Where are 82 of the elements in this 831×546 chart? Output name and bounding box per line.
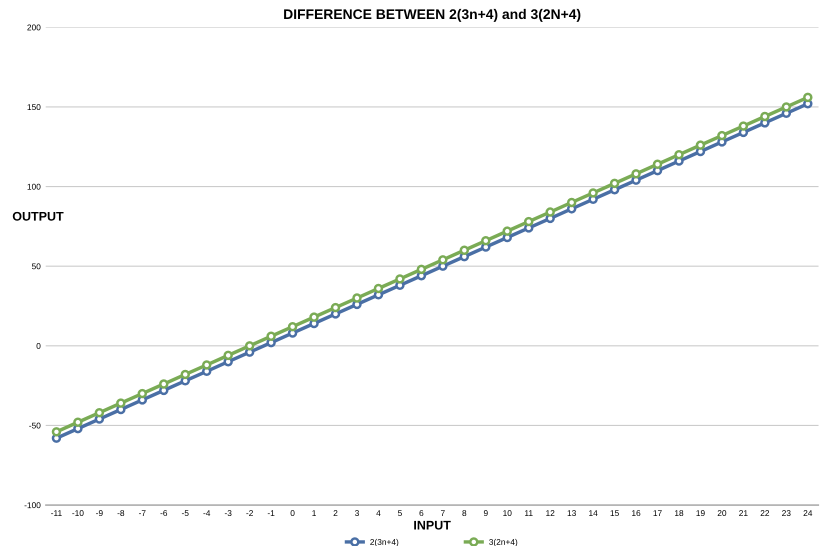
point — [782, 102, 792, 112]
x-tick-label: 2 — [334, 510, 338, 516]
point — [631, 169, 641, 179]
point — [266, 332, 276, 341]
point — [330, 302, 340, 312]
point — [116, 398, 126, 408]
x-tick-label: 6 — [419, 510, 424, 516]
x-tick-label: 8 — [462, 510, 466, 516]
x-tick-label: -6 — [160, 510, 168, 516]
point — [52, 427, 62, 437]
x-tick-label: -4 — [203, 510, 210, 516]
point — [138, 388, 148, 398]
x-tick-label: 19 — [696, 510, 705, 516]
point — [223, 350, 233, 360]
x-tick-label: 22 — [760, 510, 770, 516]
x-tick-label: 15 — [610, 510, 619, 516]
point — [717, 130, 727, 140]
point — [674, 150, 684, 160]
x-tick-label: -3 — [224, 510, 232, 516]
point — [73, 418, 83, 427]
x-tick-label: 7 — [440, 510, 445, 516]
point — [288, 322, 298, 332]
x-tick-label: 20 — [718, 510, 726, 516]
x-axis-title: INPUT — [414, 520, 451, 530]
point — [481, 236, 491, 246]
point — [159, 379, 168, 389]
point — [696, 140, 706, 150]
point — [395, 274, 405, 284]
chart-title: DIFFERENCE BETWEEN 2(3n+4) and 3(2N+4) — [284, 8, 580, 22]
point — [416, 264, 426, 274]
x-tick-label: 14 — [589, 510, 598, 516]
x-tick-label: 10 — [503, 510, 512, 516]
x-tick-label: 17 — [654, 510, 662, 516]
x-tick-label: -5 — [182, 510, 189, 516]
x-tick-label: 1 — [312, 510, 316, 516]
y-tick-label: 200 — [27, 24, 41, 30]
point — [652, 160, 662, 169]
point — [309, 312, 319, 322]
x-tick-label: 0 — [290, 510, 295, 516]
point — [760, 112, 770, 122]
point — [545, 207, 555, 217]
y-tick-label: 0 — [36, 343, 41, 349]
point — [610, 178, 620, 188]
point — [460, 246, 470, 255]
x-tick-label: 3 — [354, 510, 359, 516]
point — [352, 293, 362, 303]
point — [374, 284, 384, 294]
x-tick-label: 24 — [804, 510, 812, 516]
x-tick-label: 5 — [398, 510, 402, 516]
point — [180, 370, 190, 380]
y-tick-label: 150 — [28, 104, 41, 110]
x-tick-label: 11 — [525, 510, 533, 516]
point — [94, 408, 104, 418]
x-tick-label: 21 — [739, 510, 748, 516]
point — [438, 255, 448, 265]
point — [738, 121, 748, 131]
x-tick-label: -8 — [118, 510, 124, 516]
x-tick-label: -7 — [138, 510, 146, 516]
x-tick-label: 18 — [675, 510, 684, 516]
x-tick-label: 16 — [632, 510, 640, 516]
y-tick-label: -50 — [29, 422, 41, 429]
x-tick-label: 23 — [782, 510, 791, 516]
point — [502, 226, 512, 236]
point — [524, 216, 534, 226]
x-tick-label: 9 — [484, 510, 488, 516]
point — [202, 360, 212, 370]
point — [566, 198, 576, 208]
y-axis-title: OUTPUT — [12, 212, 64, 221]
x-tick-label: 13 — [568, 510, 576, 516]
x-tick-label: -9 — [96, 510, 103, 516]
x-tick-label: -2 — [246, 510, 253, 516]
point — [588, 188, 598, 198]
x-tick-label: 4 — [376, 510, 381, 516]
y-tick-label: -100 — [24, 502, 41, 508]
x-tick-label: 12 — [546, 510, 554, 516]
y-tick-label: 100 — [28, 184, 41, 190]
point — [803, 92, 813, 102]
x-tick-label: -1 — [268, 510, 274, 516]
y-tick-label: 50 — [32, 263, 41, 270]
x-tick-label: -11 — [51, 510, 62, 516]
x-tick-label: -10 — [72, 510, 84, 516]
point — [244, 341, 254, 351]
